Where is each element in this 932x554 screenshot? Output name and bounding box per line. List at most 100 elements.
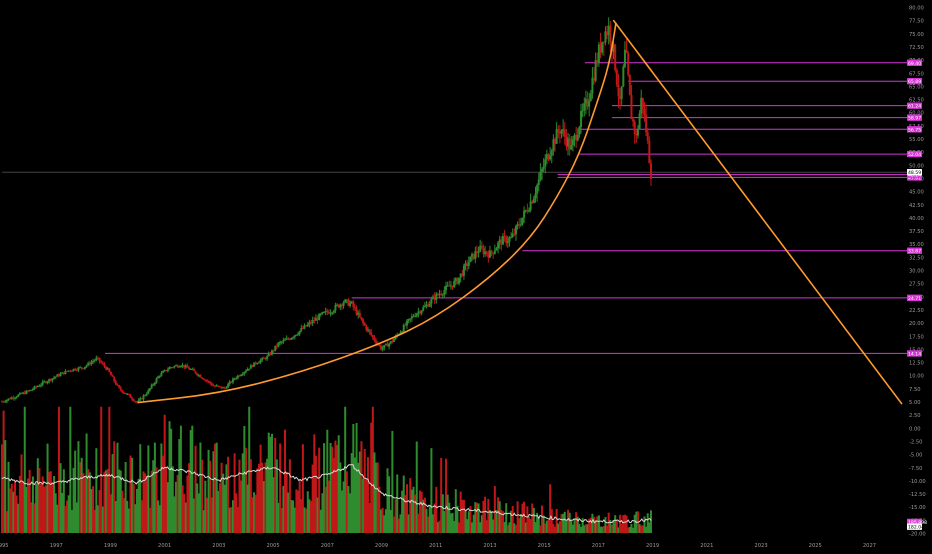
volume-bar [214, 443, 217, 533]
candle-body [454, 278, 457, 281]
volume-bar [201, 459, 204, 533]
volume-bar [391, 430, 394, 533]
volume-bar [106, 469, 109, 533]
candle-body [498, 239, 501, 243]
volume-bar [183, 493, 186, 533]
volume-bar [461, 499, 464, 533]
candle-body [124, 393, 127, 395]
candle-body [531, 201, 534, 203]
candle-body [46, 381, 49, 383]
candle-body [441, 294, 444, 296]
candle-body [622, 66, 625, 87]
volume-bar [347, 485, 350, 533]
volume-bar [336, 445, 339, 533]
candle-body [612, 44, 615, 52]
volume-bar [506, 525, 509, 533]
candle-body [606, 31, 609, 36]
volume-bar [419, 490, 422, 533]
y-tick-label: 77.50 [909, 19, 924, 25]
candle-body [27, 390, 30, 392]
candle-body [632, 119, 635, 122]
candle-body [62, 372, 65, 375]
candle-body [334, 305, 337, 311]
y-tick-label: 40.00 [909, 216, 924, 222]
volume-bar [557, 523, 560, 533]
candle-body [648, 140, 651, 164]
candle-body [25, 390, 28, 394]
level-badge-bg [907, 102, 922, 109]
candle-body [555, 129, 558, 144]
x-axis: 1995 1997 1999 2001 2003 2005 2007 2009 2011 2013… [0, 543, 876, 549]
candle-body [586, 98, 589, 107]
candle-body [72, 368, 75, 371]
level-badge: 61.24 [908, 104, 921, 110]
volume-bar [542, 515, 545, 533]
volume-bar [108, 406, 111, 533]
volume-bar [225, 464, 228, 533]
volume-bar [332, 457, 335, 533]
volume-bar [297, 490, 300, 533]
candle-body [36, 386, 39, 388]
candle-body [539, 171, 542, 180]
candle-body [53, 377, 56, 379]
parabolic-curve [137, 22, 617, 404]
candle-body [342, 302, 345, 306]
volume-bar [477, 503, 480, 533]
y-tick-label: 7.50 [909, 387, 921, 393]
parabolic-arc[interactable] [137, 22, 617, 404]
volume-bar [521, 503, 524, 533]
candle-body [355, 308, 358, 315]
volume-bar [269, 436, 272, 533]
volume-bar [565, 519, 568, 533]
candle-body [560, 130, 563, 134]
candle-body [401, 331, 404, 333]
candle-body [451, 285, 454, 288]
volume-bar [531, 503, 534, 533]
y-tick-label: 67.50 [909, 71, 924, 77]
level-badge: 56.75 [908, 127, 921, 133]
candle-body [205, 380, 208, 382]
volume-bar [394, 499, 397, 533]
candle-body [111, 375, 114, 377]
candle-body [66, 370, 69, 372]
candle-body [409, 318, 412, 320]
volume-bar [645, 526, 648, 533]
volume-bar [72, 467, 75, 533]
volume-bar [179, 425, 182, 533]
candle-body [305, 325, 308, 327]
volume-bar [253, 492, 256, 533]
candle-body [578, 126, 581, 135]
volume-bar [56, 504, 59, 533]
volume-bar [392, 516, 395, 533]
volume-bar [327, 480, 330, 533]
volume-bar [100, 406, 103, 533]
candle-body [562, 129, 565, 131]
level-badge-bg [907, 59, 922, 66]
y-tick-label: -15.00 [909, 505, 926, 511]
volume-bar [22, 481, 25, 533]
candle-body [352, 301, 355, 307]
volume-bar [90, 488, 93, 533]
level-badge: 69.40 [908, 61, 921, 67]
descending-trend-line[interactable] [612, 19, 903, 405]
volume-bar [510, 510, 513, 533]
volume-bar [240, 480, 243, 533]
volume-bar [129, 455, 132, 533]
volume-bar [235, 493, 238, 533]
candle-body [580, 111, 583, 127]
candle-body [217, 385, 220, 387]
volume-bar [638, 524, 641, 533]
candle-body [340, 304, 343, 306]
candle-body [417, 311, 420, 314]
volume-bar [9, 488, 12, 533]
volume-bar [136, 488, 138, 533]
volume-bar [25, 487, 28, 533]
candle-body [527, 210, 530, 212]
candle-body [49, 379, 52, 381]
candle-body [609, 25, 612, 42]
candle-body [389, 341, 392, 344]
candle-body [236, 375, 239, 379]
volume-bar [373, 452, 376, 533]
